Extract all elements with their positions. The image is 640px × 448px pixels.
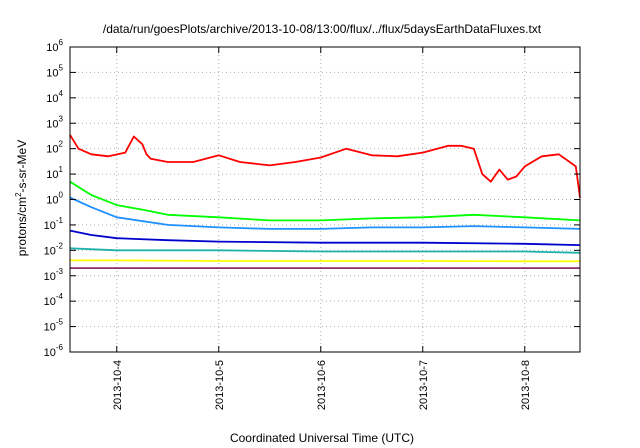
y-tick-exponent: -6 [56, 343, 64, 352]
y-tick-label: 10-3 [44, 267, 64, 283]
x-tick-label: 2013-10-5 [214, 360, 226, 410]
y-tick-base: 10 [46, 118, 58, 130]
y-tick-exponent: -5 [56, 318, 64, 327]
y-tick-label: 106 [46, 38, 63, 54]
series-line-6 [70, 259, 580, 263]
y-tick-base: 10 [46, 93, 58, 105]
x-tick-label: 2013-10-7 [418, 360, 430, 410]
y-tick-label: 105 [46, 63, 63, 79]
series-line-3 [69, 196, 581, 230]
x-axis-ticks: 2013-10-4 2013-10-5 2013-10-6 2013-10-7 2013… [112, 47, 532, 410]
x-tick-label: 2013-10-4 [112, 360, 124, 410]
x-tick-label: 2013-10-6 [316, 360, 328, 410]
y-tick-label: 104 [46, 89, 63, 105]
y-axis-label: protons/cm2-s-sr-MeV [14, 140, 29, 256]
y-axis-ticks: 10-610-510-410-310-210-11001011021031041… [44, 38, 580, 359]
y-axis-label-sup: 2 [14, 192, 23, 197]
y-tick-base: 10 [44, 347, 56, 359]
y-tick-exponent: -2 [56, 241, 64, 250]
y-tick-base: 10 [44, 322, 56, 334]
y-tick-exponent: -3 [56, 267, 64, 276]
grid-lines [70, 47, 580, 352]
y-tick-exponent: 1 [59, 165, 64, 174]
x-axis-label: Coordinated Universal Time (UTC) [230, 431, 414, 445]
y-tick-exponent: 2 [59, 140, 64, 149]
series-layer [69, 134, 581, 269]
series-line-4 [69, 229, 581, 246]
y-tick-base: 10 [44, 296, 56, 308]
y-tick-base: 10 [46, 195, 58, 207]
x-tick-label: 2013-10-8 [520, 360, 532, 410]
y-axis-label-prefix: protons/cm [15, 197, 29, 256]
y-tick-exponent: 0 [59, 191, 64, 200]
series-line-1 [69, 134, 581, 198]
y-tick-label: 10-2 [44, 241, 64, 257]
y-tick-base: 10 [46, 144, 58, 156]
y-tick-base: 10 [44, 220, 56, 232]
y-tick-base: 10 [44, 245, 56, 257]
y-tick-label: 10-5 [44, 318, 64, 334]
y-tick-base: 10 [46, 169, 58, 181]
y-tick-base: 10 [44, 271, 56, 283]
y-tick-label: 101 [46, 165, 63, 181]
y-tick-label: 100 [46, 191, 63, 207]
y-tick-exponent: -4 [56, 292, 64, 301]
y-tick-label: 102 [46, 140, 63, 156]
y-axis-label-suffix: -s-sr-MeV [15, 140, 29, 193]
y-tick-label: 10-6 [44, 343, 64, 359]
y-tick-exponent: 6 [59, 38, 64, 47]
y-tick-label: 10-1 [44, 216, 64, 232]
y-tick-exponent: 5 [59, 63, 64, 72]
y-tick-base: 10 [46, 67, 58, 79]
y-tick-exponent: 4 [59, 89, 64, 98]
series-line-5 [69, 247, 581, 254]
y-tick-label: 103 [46, 114, 63, 130]
y-tick-base: 10 [46, 42, 58, 54]
chart-title: /data/run/goesPlots/archive/2013-10-08/1… [103, 22, 542, 36]
y-tick-exponent: -1 [56, 216, 64, 225]
series-line-2 [69, 180, 581, 222]
y-tick-exponent: 3 [59, 114, 64, 123]
y-tick-label: 10-4 [44, 292, 64, 308]
